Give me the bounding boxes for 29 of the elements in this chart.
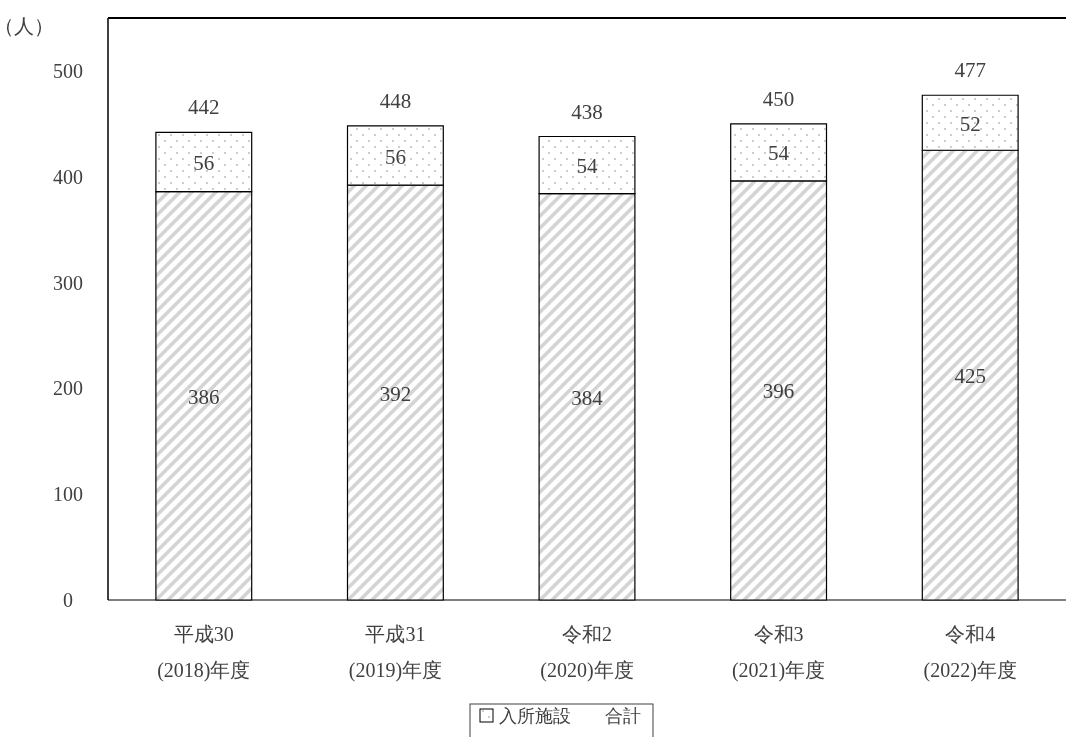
data-label: 392 <box>379 381 412 406</box>
y-tick-label: 500 <box>53 59 83 82</box>
data-label: 425 <box>954 364 986 389</box>
x-tick-label: 令和2 (2020)年度 <box>540 623 634 682</box>
total-label: 438 <box>571 99 603 124</box>
y-axis-title: （人） <box>0 15 54 37</box>
legend-label: 入所施設 <box>499 706 571 726</box>
y-tick-label: 300 <box>53 271 83 294</box>
x-tick-label: 令和4 (2022)年度 <box>923 623 1017 682</box>
data-label: 52 <box>959 111 981 136</box>
total-label: 448 <box>379 88 412 113</box>
total-label: 450 <box>762 86 795 111</box>
data-label: 56 <box>193 150 215 175</box>
data-label: 54 <box>768 141 790 166</box>
data-label: 384 <box>571 385 604 410</box>
y-tick-label: 400 <box>53 165 83 188</box>
y-tick-label: 200 <box>53 377 83 400</box>
data-label: 56 <box>384 144 406 169</box>
data-label: 396 <box>762 379 795 404</box>
x-tick-label: 令和3 (2021)年度 <box>731 623 826 682</box>
total-label: 477 <box>954 58 986 83</box>
total-label: 442 <box>188 95 220 120</box>
text: 合計 <box>605 706 641 726</box>
data-label: 386 <box>188 384 220 409</box>
data-label: 54 <box>576 154 598 179</box>
x-tick-label: 平成31 (2019)年度 <box>348 623 443 682</box>
y-tick-label: 100 <box>53 483 83 506</box>
y-tick-label: 0 <box>63 589 73 611</box>
x-tick-label: 平成30 (2018)年度 <box>157 623 251 682</box>
